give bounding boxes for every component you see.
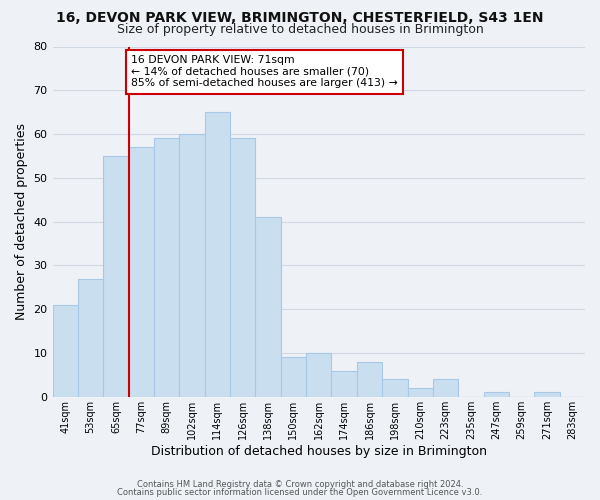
Bar — [331, 370, 357, 397]
Text: 16, DEVON PARK VIEW, BRIMINGTON, CHESTERFIELD, S43 1EN: 16, DEVON PARK VIEW, BRIMINGTON, CHESTER… — [56, 11, 544, 25]
Bar — [154, 138, 179, 397]
Bar — [78, 278, 103, 397]
Bar — [128, 147, 154, 397]
Text: 16 DEVON PARK VIEW: 71sqm
← 14% of detached houses are smaller (70)
85% of semi-: 16 DEVON PARK VIEW: 71sqm ← 14% of detac… — [131, 56, 398, 88]
Bar — [407, 388, 433, 397]
Bar — [357, 362, 382, 397]
Bar — [53, 305, 78, 397]
Bar — [179, 134, 205, 397]
Bar — [306, 353, 331, 397]
Bar — [230, 138, 256, 397]
Text: Size of property relative to detached houses in Brimington: Size of property relative to detached ho… — [116, 22, 484, 36]
Bar — [382, 380, 407, 397]
Bar — [103, 156, 128, 397]
Bar — [484, 392, 509, 397]
Bar — [205, 112, 230, 397]
Bar — [433, 380, 458, 397]
Y-axis label: Number of detached properties: Number of detached properties — [15, 123, 28, 320]
Bar — [256, 218, 281, 397]
X-axis label: Distribution of detached houses by size in Brimington: Distribution of detached houses by size … — [151, 444, 487, 458]
Text: Contains public sector information licensed under the Open Government Licence v3: Contains public sector information licen… — [118, 488, 482, 497]
Bar — [534, 392, 560, 397]
Text: Contains HM Land Registry data © Crown copyright and database right 2024.: Contains HM Land Registry data © Crown c… — [137, 480, 463, 489]
Bar — [281, 358, 306, 397]
